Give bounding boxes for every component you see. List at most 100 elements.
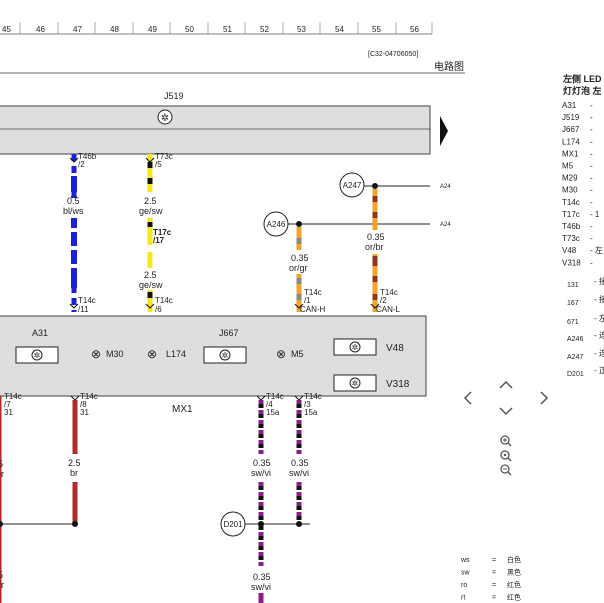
legend-code: MX1 xyxy=(562,149,579,158)
ruler-num: 51 xyxy=(223,25,232,34)
ruler-num: 50 xyxy=(185,25,194,34)
wire6-size: 2.5 xyxy=(68,458,81,468)
legend-code: D201 xyxy=(567,371,584,378)
legend-desc: - 正 xyxy=(594,366,604,375)
wire7-pin: /4 xyxy=(266,400,273,409)
color-abbr: ws xyxy=(460,557,470,564)
legend-code: 671 xyxy=(567,319,579,326)
ruler-num: 56 xyxy=(410,25,419,34)
a247-connector: A247 A24 xyxy=(339,172,451,198)
d201-connector: D201 xyxy=(220,511,310,537)
ruler-num: 53 xyxy=(297,25,306,34)
legend-code: J667 xyxy=(562,125,580,134)
color-eq: = xyxy=(492,582,496,589)
wire1-conn-bot: T14c xyxy=(78,296,96,305)
wire4-color: or/br xyxy=(365,242,384,252)
color-abbr: ro xyxy=(461,582,467,589)
wire5-size: 5 xyxy=(0,459,3,469)
v48-label: V48 xyxy=(386,343,404,354)
wire5-color-b: r xyxy=(1,580,4,590)
color-name: 白色 xyxy=(507,555,521,564)
column-ruler: 45 46 47 48 49 50 51 52 53 54 55 56 xyxy=(0,22,433,35)
legend-code: T14c xyxy=(562,198,580,207)
diagram-title: 电路图 xyxy=(434,60,464,73)
a247-label: A247 xyxy=(343,181,362,190)
wire8-size: 0.35 xyxy=(291,458,309,468)
legend-code: L174 xyxy=(562,137,580,146)
legend-code: 131 xyxy=(567,282,579,289)
wire1-conn-top: T46b xyxy=(78,152,97,161)
legend-desc: - xyxy=(590,186,593,195)
ruler-num: 47 xyxy=(73,25,82,34)
legend-code: J519 xyxy=(562,113,580,122)
color-key: ws = 白色 sw = 黑色 ro = 红色 rt = 红色 xyxy=(460,555,521,602)
continuation-arrow-icon xyxy=(440,116,448,146)
wire5-pin2: 31 xyxy=(4,408,13,417)
wire7-size-b: 0.35 xyxy=(253,572,271,582)
bulb-icon: ⊗ xyxy=(91,347,101,361)
color-eq: = xyxy=(492,595,496,602)
legend-desc: - xyxy=(590,125,593,134)
lamp-symbol-icon: ✲ xyxy=(222,351,229,360)
ruler-num: 49 xyxy=(148,25,157,34)
wire2-color: ge/sw xyxy=(139,206,163,216)
d201-label: D201 xyxy=(223,520,243,529)
lamp-symbol-icon: ✲ xyxy=(161,113,169,124)
zoom-out-icon[interactable] xyxy=(500,464,512,476)
legend-desc: - xyxy=(590,149,593,158)
legend-header: 灯灯泡 左 xyxy=(563,85,602,96)
wire-6: T14c /8 31 2.5 br xyxy=(68,392,98,527)
legend-desc: - 左 xyxy=(590,245,603,255)
wire8-pin2: 15a xyxy=(304,408,318,417)
legend-desc: - xyxy=(590,137,593,146)
wire7-color: sw/vi xyxy=(251,468,271,478)
legend-code: M29 xyxy=(562,174,578,183)
component-legend: 左侧 LED 大 灯灯泡 左 xyxy=(562,73,604,96)
wire4-pin-bot: /2 xyxy=(380,296,387,305)
legend-desc: - 连 xyxy=(594,348,604,358)
zoom-in-icon[interactable] xyxy=(500,435,512,447)
pan-right-icon[interactable] xyxy=(540,391,549,405)
wire-5: T14c /7 31 5 r 5 r xyxy=(0,392,22,603)
wire4-conn-bot: T14c xyxy=(380,288,398,297)
legend-desc: - 接 xyxy=(594,294,604,304)
a246-ref: A24 xyxy=(440,222,451,228)
pan-up-icon[interactable] xyxy=(499,380,513,389)
legend-desc: - xyxy=(590,198,593,207)
a246-connector: A246 A24 xyxy=(263,211,451,237)
ruler-num: 48 xyxy=(110,25,119,34)
wire1-color: bl/ws xyxy=(63,206,84,216)
wire2-conn-bot: T14c xyxy=(155,296,173,305)
j519-label: J519 xyxy=(164,91,184,101)
wire2-size2: 2.5 xyxy=(144,270,157,280)
wire7-color-b: sw/vi xyxy=(251,582,271,592)
wire7-pin2: 15a xyxy=(266,408,280,417)
legend-code: T73c xyxy=(562,234,580,243)
wire2-conn-mid: T17c xyxy=(153,228,172,237)
legend-code: T17c xyxy=(562,210,580,219)
legend-desc: - 1 xyxy=(590,210,600,219)
wire1-pin-bot: /11 xyxy=(78,305,89,314)
legend-header: 左侧 LED 大 xyxy=(562,73,604,84)
lamp-symbol-icon: ✲ xyxy=(352,343,359,352)
legend-code: A246 xyxy=(567,336,583,343)
l174-label: L174 xyxy=(166,349,186,359)
zoom-reset-icon[interactable] xyxy=(500,450,512,462)
a247-ref: A24 xyxy=(440,184,451,190)
wire5-conn: T14c xyxy=(4,392,22,401)
color-name: 红色 xyxy=(507,593,521,602)
legend-code: T46b xyxy=(562,222,581,231)
pan-left-icon[interactable] xyxy=(463,391,472,405)
legend-code: V318 xyxy=(562,258,581,267)
wire8-color: sw/vi xyxy=(289,468,309,478)
j667-label: J667 xyxy=(219,328,239,338)
color-eq: = xyxy=(492,557,496,564)
m30-label: M30 xyxy=(106,349,124,359)
lamp-symbol-icon: ✲ xyxy=(352,379,359,388)
mx1-module: A31 ✲ ⊗ M30 ⊗ L174 J667 ✲ ⊗ M5 ✲ V48 ✲ V… xyxy=(0,315,427,397)
pan-down-icon[interactable] xyxy=(499,407,513,416)
wire4-signal: CAN-L xyxy=(376,305,401,314)
wire-4: 0.35 or/br T14c /2 CAN-L xyxy=(365,189,401,314)
legend-code: M5 xyxy=(562,162,574,171)
